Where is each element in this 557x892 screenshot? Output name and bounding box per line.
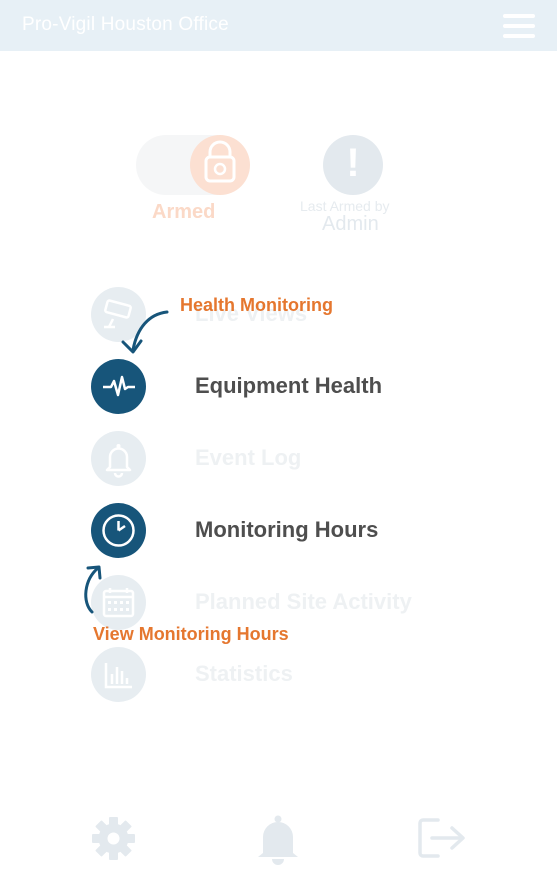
calendar-icon	[91, 575, 146, 630]
menu-label-monitoring-hours: Monitoring Hours	[195, 517, 379, 542]
annotation-arrow-icon	[84, 565, 102, 614]
annotation-health-monitoring: Health Monitoring	[180, 295, 333, 315]
last-armed-user: Admin	[322, 213, 379, 235]
last-armed-label: Last Armed by	[300, 198, 390, 214]
bell-icon	[91, 431, 146, 486]
app-header: Pro-Vigil Houston Office	[0, 0, 557, 51]
armed-status-label: Armed	[152, 201, 216, 223]
heartbeat-icon	[91, 359, 146, 414]
logout-icon[interactable]	[418, 817, 468, 859]
menu-item-live-views[interactable]: Live Views	[91, 287, 491, 343]
lock-icon	[204, 140, 236, 183]
bar-chart-icon	[91, 647, 146, 702]
menu-item-equipment-health[interactable]: Equipment Health	[91, 359, 491, 415]
site-title: Pro-Vigil Houston Office	[22, 14, 229, 35]
settings-gear-icon[interactable]	[90, 815, 137, 862]
annotation-view-monitoring-hours: View Monitoring Hours	[93, 624, 289, 644]
notification-bell-icon[interactable]	[255, 813, 301, 865]
menu-label-event-log: Event Log	[195, 445, 302, 470]
hamburger-menu-icon[interactable]	[503, 14, 535, 38]
menu-label-equipment-health: Equipment Health	[195, 373, 383, 398]
alert-symbol: !	[346, 141, 360, 185]
menu-item-planned-site-activity[interactable]: Planned Site Activity	[91, 575, 491, 631]
clock-icon	[91, 503, 146, 558]
menu-label-planned-site-activity: Planned Site Activity	[195, 589, 412, 614]
alert-icon: !	[323, 135, 383, 195]
menu-item-monitoring-hours[interactable]: Monitoring Hours	[91, 503, 491, 559]
menu-item-event-log[interactable]: Event Log	[91, 431, 491, 487]
menu-label-live-views: Live Views	[195, 301, 308, 326]
annotation-arrow-icon	[121, 310, 169, 354]
menu-item-statistics[interactable]: Statistics	[91, 647, 491, 703]
menu-label-statistics: Statistics	[195, 661, 293, 686]
